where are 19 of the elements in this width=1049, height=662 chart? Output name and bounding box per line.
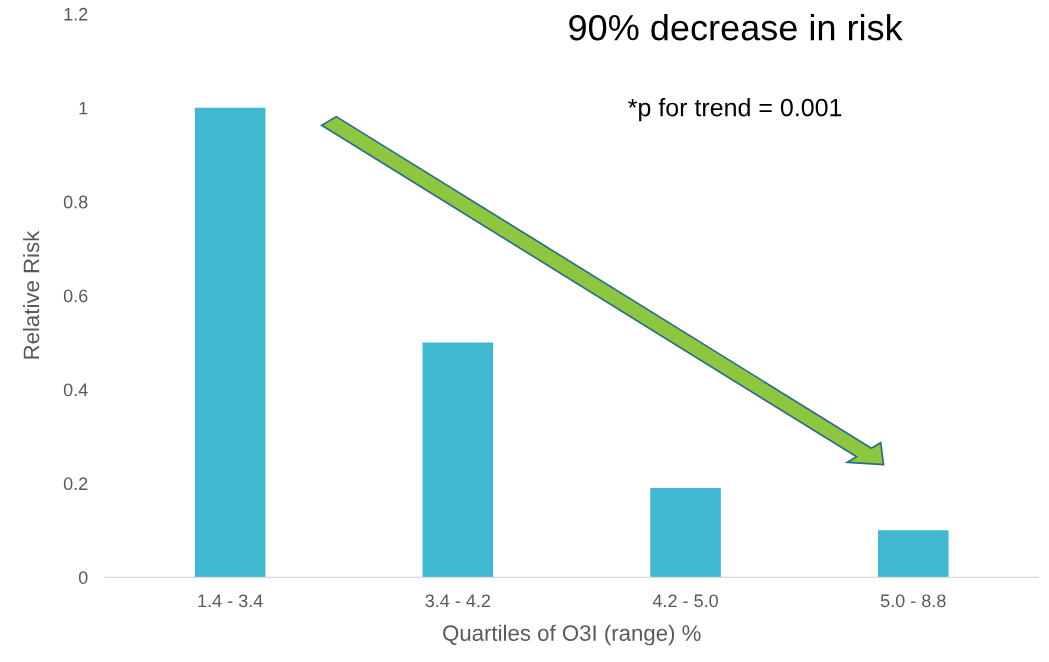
- annotation: 90% decrease in risk: [569, 13, 903, 41]
- x-tick-label: 3.4 - 4.2: [425, 594, 491, 608]
- x-axis-title: Quartiles of O3I (range) %: [443, 624, 701, 646]
- bar: [422, 342, 494, 578]
- y-tick-label: 0.4: [63, 383, 88, 397]
- annotation: *p for trend = 0.001: [628, 98, 842, 122]
- y-tick-label: 0.2: [63, 477, 88, 491]
- bar: [194, 107, 266, 578]
- y-axis-title: Relative Risk: [22, 230, 40, 359]
- y-tick-label: 0: [78, 571, 88, 584]
- x-tick-label: 5.0 - 8.8: [880, 594, 946, 608]
- y-tick-label: 0.8: [63, 195, 88, 209]
- bar: [650, 488, 721, 578]
- y-tick-label: 1: [79, 101, 88, 115]
- x-tick-label: 1.4 - 3.4: [198, 594, 263, 608]
- x-tick-label: 4.2 - 5.0: [652, 594, 718, 608]
- y-tick-label: 1.2: [64, 7, 88, 21]
- y-tick-label: 0.6: [63, 289, 88, 303]
- bar: [877, 530, 949, 578]
